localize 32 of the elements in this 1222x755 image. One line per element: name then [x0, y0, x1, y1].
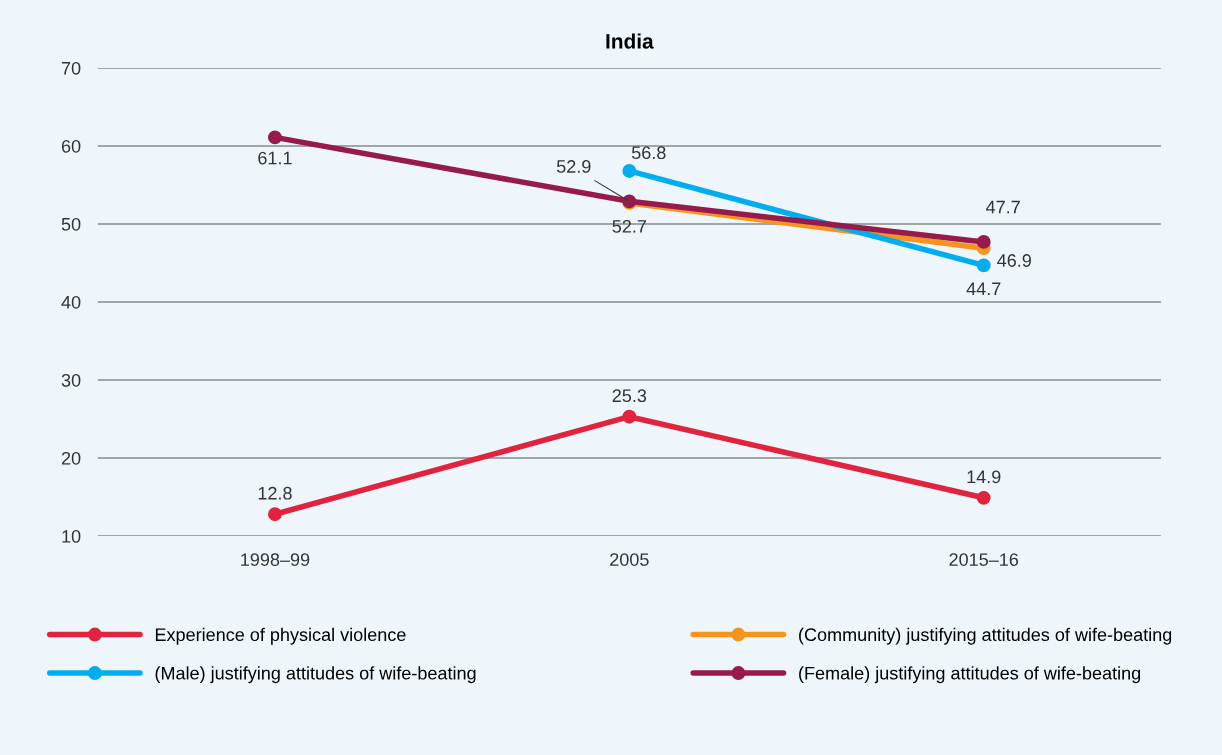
y-tick-label: 40: [61, 295, 81, 309]
data-label: 47.7: [986, 200, 1020, 214]
point: [976, 258, 991, 273]
point: [976, 234, 991, 249]
point: [622, 163, 637, 178]
y-tick-label: 20: [61, 451, 81, 465]
y-tick-label: 10: [62, 529, 81, 543]
legend-label: (Community) justifying attitudes of wife-beating: [799, 627, 1172, 645]
data-label: 56.8: [631, 146, 666, 160]
chart-title: India: [606, 33, 654, 49]
point: [268, 130, 282, 145]
x-tick-label: 1998–99: [241, 553, 310, 566]
point: [268, 507, 282, 522]
y-tick-label: 60: [61, 139, 81, 153]
data-label: 46.9: [997, 254, 1031, 267]
legend-label: Experience of physical violence: [155, 627, 406, 645]
point: [976, 490, 991, 505]
data-label: 25.3: [612, 389, 647, 403]
point: [622, 409, 637, 424]
data-label: 52.7: [612, 219, 646, 233]
data-label: 61.1: [258, 151, 292, 165]
data-label: 14.9: [967, 470, 1001, 484]
legend-label: (Female) justifying attitudes of wife-beating: [799, 666, 1141, 684]
legend-label: (Male) justifying attitudes of wife-beating: [155, 666, 476, 684]
x-tick-label: 2015–16: [949, 553, 1019, 566]
y-tick-label: 70: [61, 61, 81, 75]
y-tick-label: 50: [61, 217, 81, 231]
x-tick-label: 2005: [610, 553, 649, 566]
data-label: 52.9: [556, 160, 591, 173]
y-tick-label: 30: [61, 373, 81, 387]
data-label: 44.7: [966, 282, 1001, 295]
data-label: 12.8: [258, 486, 292, 500]
